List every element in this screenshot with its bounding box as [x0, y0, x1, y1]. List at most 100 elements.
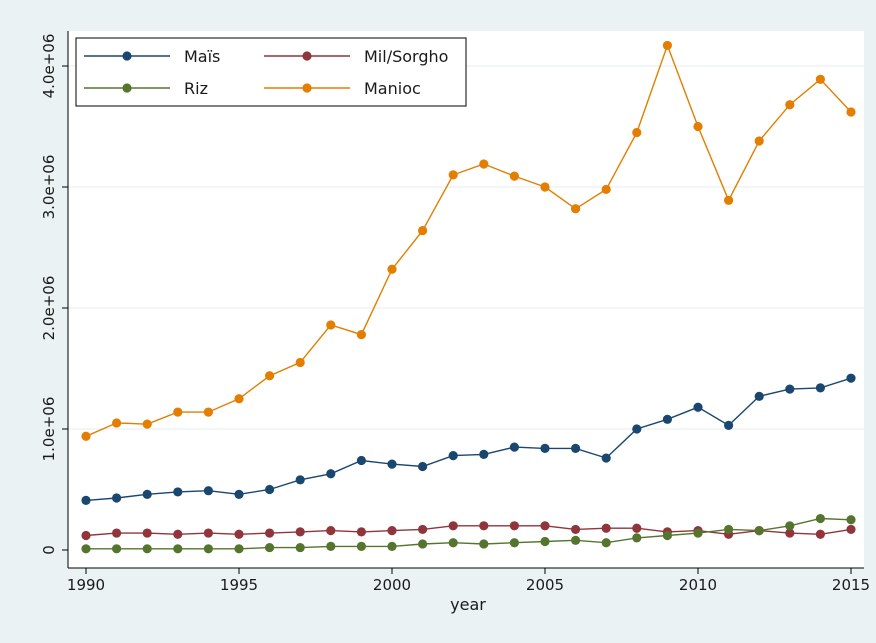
- data-point: [662, 530, 673, 541]
- series-layer: [81, 40, 856, 554]
- data-point: [295, 527, 305, 537]
- data-point: [356, 541, 366, 551]
- data-point: [785, 100, 795, 110]
- data-point: [265, 528, 275, 538]
- x-tick-label: 1995: [220, 576, 258, 594]
- data-point: [693, 528, 703, 538]
- data-point: [112, 418, 122, 428]
- data-point: [724, 524, 734, 535]
- data-point: [693, 121, 703, 132]
- data-point: [846, 515, 856, 525]
- data-point: [173, 544, 183, 554]
- data-point: [203, 528, 213, 538]
- data-point: [142, 489, 152, 499]
- data-point: [479, 521, 489, 531]
- data-point: [326, 526, 336, 536]
- data-point: [509, 171, 519, 181]
- data-point: [418, 524, 428, 535]
- legend-item: Maïs: [84, 47, 220, 66]
- y-tick-label: 0: [40, 545, 58, 555]
- x-tick-label: 1990: [67, 576, 105, 594]
- data-point: [112, 493, 122, 503]
- data-point: [724, 420, 734, 430]
- legend-label: Manioc: [364, 79, 421, 98]
- series-line: [85, 43, 852, 437]
- legend-item: Manioc: [264, 79, 421, 98]
- legend-swatch-marker: [122, 83, 132, 93]
- data-point: [387, 541, 397, 551]
- legend-box: [75, 37, 467, 107]
- data-point: [601, 184, 611, 195]
- data-point: [571, 524, 581, 535]
- legend-swatch-marker: [122, 51, 132, 61]
- data-point: [693, 402, 703, 412]
- y-tick-label: 4.0e+06: [40, 34, 58, 99]
- data-point: [295, 542, 305, 553]
- legend-label: Maïs: [184, 47, 220, 66]
- series-line: [86, 517, 852, 550]
- legend-swatch-marker: [302, 83, 312, 93]
- axes: 0 1.0e+06 2.0e+06 3.0e+06 4.0e+06 1990 1995 200…: [40, 31, 870, 594]
- data-point: [509, 538, 519, 548]
- data-point: [540, 182, 550, 192]
- data-point: [418, 225, 428, 236]
- data-point: [754, 391, 764, 401]
- legend-swatch-marker: [302, 51, 312, 61]
- data-point: [387, 526, 397, 536]
- data-point: [632, 127, 642, 138]
- data-point: [785, 528, 795, 538]
- data-point: [815, 74, 826, 84]
- data-point: [326, 541, 336, 551]
- data-point: [448, 451, 458, 461]
- data-point: [846, 373, 856, 383]
- data-point: [203, 486, 213, 496]
- data-point: [601, 538, 611, 548]
- data-point: [265, 484, 275, 495]
- data-point: [662, 40, 673, 51]
- series-line: [85, 377, 852, 502]
- data-point: [785, 521, 795, 531]
- data-point: [785, 384, 795, 394]
- data-point: [846, 524, 856, 535]
- data-point: [142, 528, 152, 538]
- y-tick-label: 3.0e+06: [40, 155, 58, 220]
- data-point: [540, 521, 550, 531]
- x-axis-title: year: [450, 595, 486, 614]
- y-tick-label: 2.0e+06: [40, 276, 58, 341]
- data-point: [632, 523, 642, 533]
- data-point: [173, 487, 183, 497]
- x-tick-label: 2015: [832, 576, 870, 594]
- data-point: [203, 544, 213, 554]
- data-point: [326, 469, 336, 479]
- data-point: [632, 424, 642, 434]
- data-point: [112, 528, 122, 538]
- data-point: [81, 495, 91, 505]
- x-tick-label: 2000: [373, 576, 411, 594]
- data-point: [112, 544, 122, 554]
- data-point: [203, 407, 213, 417]
- data-point: [326, 320, 336, 330]
- data-point: [81, 544, 91, 554]
- legend: Maïs Mil/Sorgho Riz Manioc: [75, 37, 467, 107]
- data-point: [265, 371, 275, 381]
- data-point: [479, 449, 489, 460]
- data-point: [662, 414, 673, 424]
- data-point: [540, 536, 550, 547]
- data-point: [418, 461, 428, 472]
- data-point: [509, 521, 519, 531]
- data-point: [265, 542, 275, 553]
- x-tick-label: 2010: [679, 576, 717, 594]
- data-point: [387, 264, 397, 274]
- data-point: [571, 204, 581, 214]
- data-point: [173, 407, 183, 417]
- data-point: [754, 136, 764, 146]
- legend-label: Riz: [184, 79, 208, 98]
- data-point: [815, 513, 826, 524]
- data-point: [448, 521, 458, 531]
- data-point: [571, 535, 581, 545]
- data-point: [356, 330, 366, 340]
- data-point: [234, 394, 244, 404]
- data-point: [234, 489, 244, 499]
